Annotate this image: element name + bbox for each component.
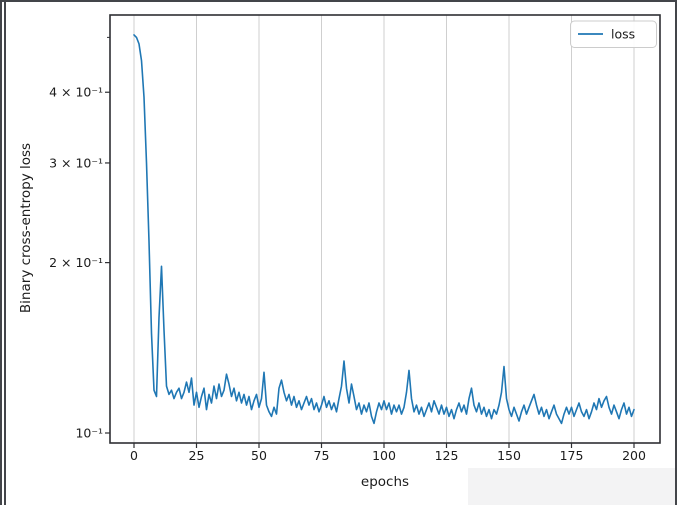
x-tick-label: 200 xyxy=(622,448,646,463)
window-border-left-inner xyxy=(4,0,6,505)
y-tick-label: 10⁻¹ xyxy=(75,426,103,441)
gridlines xyxy=(133,15,635,443)
x-tick-label: 50 xyxy=(251,448,267,463)
loss-line xyxy=(133,34,635,425)
legend-label: loss xyxy=(611,27,635,42)
x-tick-label: 150 xyxy=(497,448,521,463)
window-border-left-outer xyxy=(0,0,2,505)
x-tick-label: 75 xyxy=(314,448,330,463)
x-tick-label: 25 xyxy=(189,448,205,463)
legend: loss xyxy=(570,20,657,48)
background-artifact xyxy=(468,468,675,505)
x-tick-label: 0 xyxy=(130,448,138,463)
axes-frame xyxy=(109,14,661,444)
y-tick-label: 2 × 10⁻¹ xyxy=(49,255,103,270)
x-tick-label: 100 xyxy=(372,448,396,463)
x-tick-label: 125 xyxy=(435,448,459,463)
axis-ticks xyxy=(105,36,635,448)
y-tick-label: 3 × 10⁻¹ xyxy=(49,155,103,170)
y-tick-labels: 10⁻¹ 2 × 10⁻¹ 3 × 10⁻¹ 4 × 10⁻¹ xyxy=(49,85,103,441)
legend-box xyxy=(570,20,657,48)
y-axis-label: Binary cross-entropy loss xyxy=(18,143,34,313)
x-tick-labels: 0 25 50 75 100 125 150 175 200 xyxy=(130,448,646,463)
y-tick-label: 4 × 10⁻¹ xyxy=(49,85,103,100)
x-tick-label: 175 xyxy=(560,448,584,463)
window-border-right xyxy=(675,0,677,505)
window-border-top xyxy=(0,0,677,2)
x-axis-label: epochs xyxy=(361,474,409,490)
